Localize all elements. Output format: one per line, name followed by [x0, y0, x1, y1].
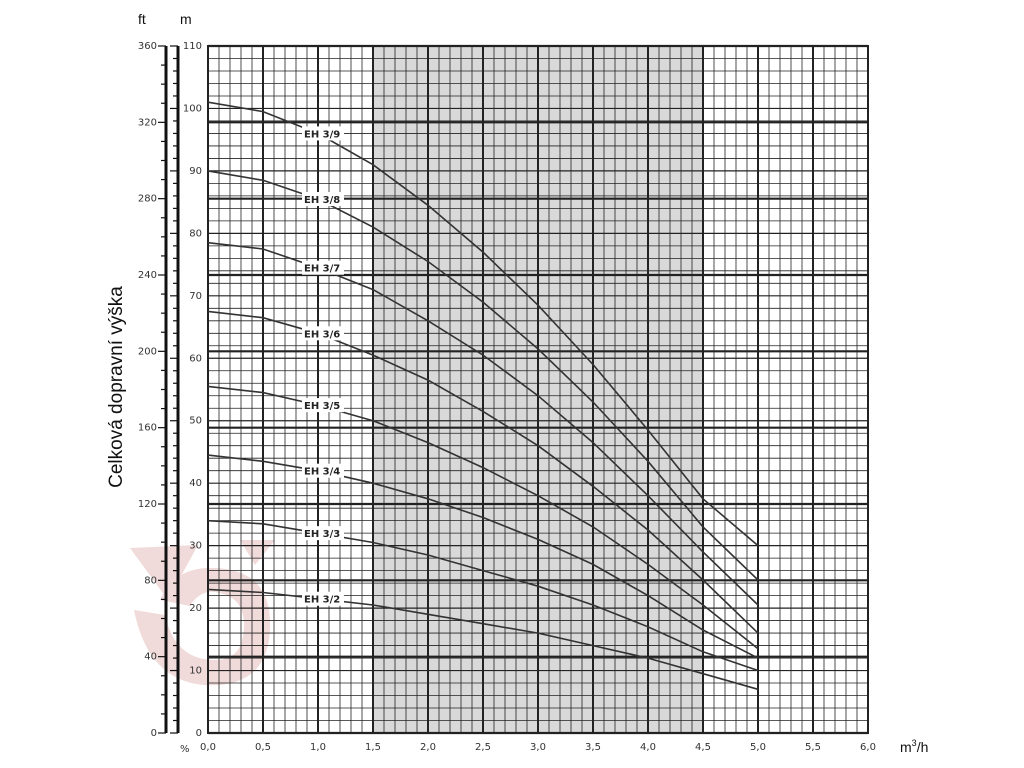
curve-label-bg [302, 591, 344, 606]
m-tick-label: 70 [189, 291, 202, 302]
m-tick-label: 50 [189, 416, 202, 427]
ft-tick-label: 160 [138, 423, 157, 434]
curve-label: EH 3/6 [304, 329, 340, 340]
ft-tick-label: 320 [138, 117, 157, 128]
pump-curve-eh-3-6 [207, 310, 759, 634]
x-tick-label: 5,5 [805, 742, 821, 753]
m-tick-label: 20 [189, 603, 202, 614]
m-tick-label: 90 [189, 166, 202, 177]
curve-label: EH 3/3 [304, 529, 340, 540]
pump-curve-eh-3-5 [207, 385, 759, 650]
x-tick-label: 0,5 [255, 742, 271, 753]
x-tick-label: 3,5 [585, 742, 601, 753]
x-tick-label: 1,0 [310, 742, 326, 753]
x-tick-label: 1,5 [365, 742, 381, 753]
x-tick-label: 5,0 [750, 742, 766, 753]
pump-curve-eh-3-2 [207, 588, 759, 691]
m-tick-label: 10 [189, 666, 202, 677]
ft-tick-label: 240 [138, 270, 157, 281]
x-tick-label: 6,0 [860, 742, 876, 753]
m-tick-label: 0 [196, 728, 202, 739]
curve-label-bg [302, 398, 344, 413]
efficiency-unit-label: % [180, 744, 190, 755]
x-unit-main: m [900, 739, 912, 755]
pump-curve-eh-3-7 [207, 241, 759, 606]
curve-label: EH 3/4 [304, 467, 340, 478]
x-tick-label: 0,0 [200, 742, 216, 753]
pump-curve-eh-3-9 [207, 101, 759, 547]
ft-tick-label: 200 [138, 346, 157, 357]
chart-grid [207, 44, 869, 735]
pump-curve-eh-3-3 [207, 519, 759, 672]
plot-frame [207, 45, 869, 734]
pump-curve-eh-3-4 [207, 454, 759, 659]
pump-curves [207, 101, 759, 691]
ft-tick-label: 0 [151, 728, 157, 739]
curve-label: EH 3/7 [304, 264, 340, 275]
m-unit-label: m [180, 11, 192, 27]
m-tick-label: 110 [183, 41, 202, 52]
curve-label: EH 3/5 [304, 401, 340, 412]
ft-unit-label: ft [138, 11, 146, 27]
ft-tick-label: 80 [144, 575, 157, 586]
curve-label: EH 3/2 [304, 595, 340, 606]
m-tick-label: 40 [189, 478, 202, 489]
m-tick-label: 100 [183, 103, 202, 114]
x-unit-tail: /h [917, 739, 929, 755]
x-tick-label: 3,0 [530, 742, 546, 753]
x-tick-label: 4,0 [640, 742, 656, 753]
ft-tick-label: 280 [138, 194, 157, 205]
x-tick-label: 2,0 [420, 742, 436, 753]
curve-label-bg [302, 526, 344, 541]
m-tick-label: 80 [189, 228, 202, 239]
curve-label-bg [302, 192, 344, 207]
x-tick-label: 4,5 [695, 742, 711, 753]
curve-label: EH 3/9 [304, 129, 340, 140]
x-unit-sup: 3 [912, 738, 917, 748]
curve-label-bg [302, 463, 344, 478]
curve-labels: EH 3/9 EH 3/8 EH 3/7 EH 3/6 EH 3/5 EH 3/4 EH 3… [302, 126, 344, 606]
x-tick-label: 2,5 [475, 742, 491, 753]
curve-label: EH 3/8 [304, 195, 340, 206]
ft-tick-label: 40 [144, 652, 157, 663]
y-axis-title: Celková dopravní výška [106, 286, 127, 488]
curve-label-bg [302, 326, 344, 341]
ft-tick-label: 360 [138, 41, 157, 52]
m-tick-label: 60 [189, 353, 202, 364]
x-axis-unit-label: m3/h [900, 738, 928, 755]
curve-label-bg [302, 260, 344, 275]
watermark-logo-icon [130, 540, 275, 686]
curve-label-bg [302, 126, 344, 141]
ft-tick-label: 120 [138, 499, 157, 510]
m-tick-label: 30 [189, 541, 202, 552]
axis-ticks: 0 40 80 120 160 200 240 280 320 360 0 10 20 30 40 50 60 7… [138, 41, 876, 753]
pump-curve-eh-3-8 [207, 170, 759, 581]
